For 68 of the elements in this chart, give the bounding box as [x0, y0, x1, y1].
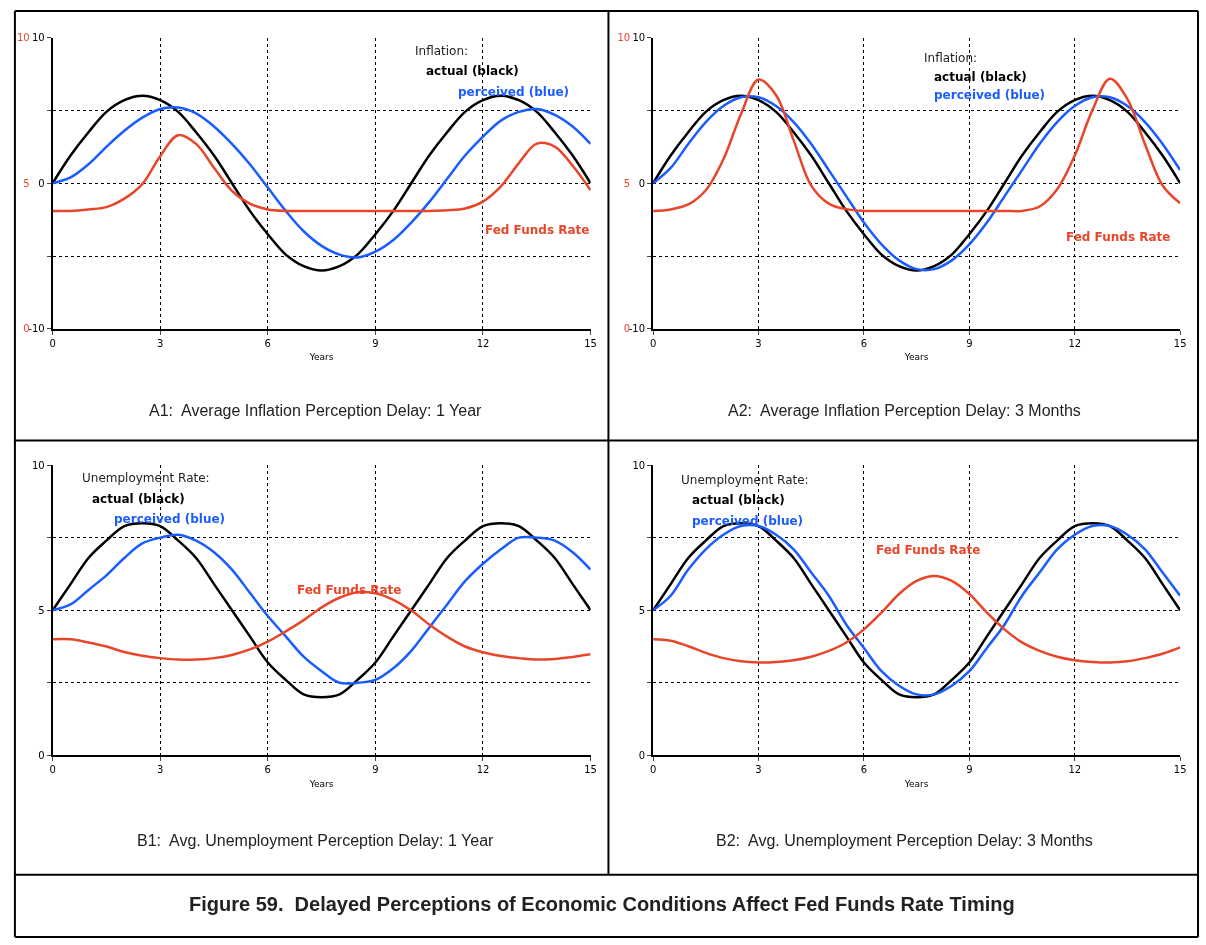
y-tick-label: 5	[638, 604, 646, 616]
text: Fed Funds Rate	[1066, 230, 1171, 244]
text: B1: Avg. Unemployment Perception Delay: 1 Year	[137, 832, 495, 849]
x-tick-label: 9	[966, 764, 973, 776]
series-label: perceived (blue)	[934, 88, 1046, 102]
text: A1: Average Inflation Perception Delay: 1 Year	[149, 402, 483, 419]
series-label: perceived (blue)	[692, 514, 804, 528]
y-tick-label: 5	[38, 604, 45, 616]
series-label: actual (black)	[692, 493, 785, 507]
y2-tick-label: 10	[617, 32, 631, 44]
text: actual (black)	[934, 70, 1027, 84]
x-tick-label: 15	[1173, 764, 1187, 776]
text: A2: Average Inflation Perception Delay: 3 Months	[728, 402, 1081, 419]
x-tick-label: 12	[1068, 764, 1082, 776]
x-tick-label: 12	[1068, 337, 1082, 349]
y-tick-label: 10	[632, 32, 646, 44]
caption: Figure 59. Delayed Perceptions of Economic Conditions Affect Fed Funds Rate Timing	[189, 893, 1015, 915]
x-tick-label: 15	[1173, 337, 1187, 349]
line-series	[52, 133, 591, 213]
x-tick-label: 6	[860, 337, 868, 349]
y-tick-label: 0	[638, 749, 646, 761]
y2-tick-label: 5	[23, 177, 30, 189]
y-tick-label: 10	[632, 459, 646, 471]
series-label: Fed Funds Rate	[485, 223, 590, 237]
x-tick-label: 9	[372, 337, 379, 349]
y-tick-label: -10	[628, 323, 646, 335]
x-tick-label: 0	[49, 337, 56, 349]
y-tick-label: 10	[31, 459, 45, 471]
x-tick-label: 15	[584, 337, 597, 349]
legend-title: Unemployment Rate:	[82, 471, 210, 485]
y-tick-label: 10	[31, 32, 45, 44]
x-tick-label: 6	[264, 337, 271, 349]
x-tick-label: 3	[157, 764, 164, 776]
text: Fed Funds Rate	[876, 543, 981, 557]
x-tick-label: 3	[157, 337, 164, 349]
x-tick-label: 6	[264, 764, 271, 776]
x-tick-label: 15	[584, 764, 597, 776]
series-label: actual (black)	[426, 64, 519, 78]
y2-tick-label: 0	[23, 323, 30, 335]
x-tick-label: 9	[966, 337, 973, 349]
x-tick-label: 12	[476, 337, 490, 349]
legend-title: Unemployment Rate:	[681, 473, 809, 487]
x-axis-title: Years	[308, 778, 334, 789]
legend-title: Inflation:	[415, 44, 469, 58]
x-axis-title: Years	[308, 352, 334, 363]
x-axis-title: Years	[903, 352, 929, 363]
x-tick-label: 0	[649, 764, 657, 776]
series-label: perceived (blue)	[458, 85, 570, 99]
x-tick-label: 3	[755, 764, 762, 776]
text: actual (black)	[92, 492, 185, 506]
x-tick-label: 6	[860, 764, 868, 776]
x-tick-label: 3	[755, 337, 762, 349]
y2-tick-label: 10	[16, 32, 30, 44]
y2-tick-label: 5	[623, 177, 631, 189]
series-label: perceived (blue)	[114, 512, 226, 526]
legend-title: Inflation:	[924, 51, 978, 65]
y-tick-label: 0	[638, 177, 646, 189]
x-tick-label: 0	[649, 337, 657, 349]
text: B2: Avg. Unemployment Perception Delay: 3 Months	[716, 832, 1093, 849]
x-tick-label: 12	[476, 764, 490, 776]
x-tick-label: 0	[49, 764, 56, 776]
line-series	[653, 574, 1181, 664]
y-tick-label: 0	[38, 749, 45, 761]
y2-tick-label: 0	[623, 323, 631, 335]
x-axis-title: Years	[903, 778, 929, 789]
y-tick-label: -10	[28, 323, 45, 335]
y-tick-label: 0	[38, 177, 45, 189]
x-tick-label: 9	[372, 764, 379, 776]
